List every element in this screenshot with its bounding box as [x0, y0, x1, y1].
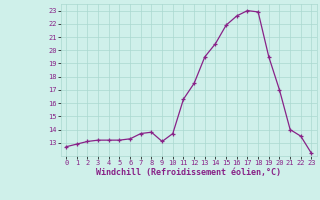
X-axis label: Windchill (Refroidissement éolien,°C): Windchill (Refroidissement éolien,°C): [96, 168, 281, 177]
